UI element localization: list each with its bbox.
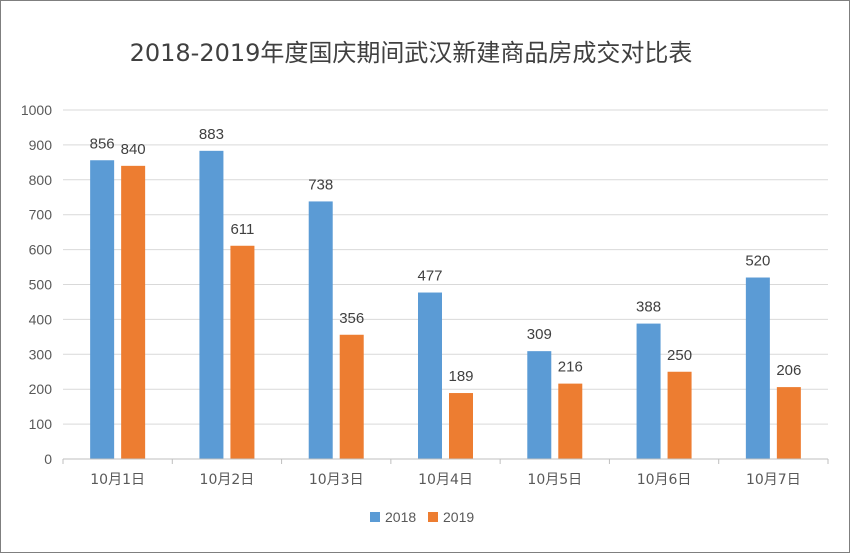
bar-2019 — [776, 387, 801, 459]
data-label: 883 — [199, 126, 224, 143]
y-tick-label: 800 — [29, 172, 53, 188]
legend-label: 2018 — [385, 509, 416, 525]
x-tick-label: 10月2日 — [200, 472, 255, 488]
x-tick-label: 10月4日 — [418, 472, 473, 488]
data-label: 520 — [745, 253, 770, 270]
bar-2019 — [558, 383, 583, 459]
bar-2018 — [90, 160, 115, 460]
data-label: 309 — [527, 326, 552, 343]
data-label: 388 — [636, 299, 661, 316]
y-tick-label: 700 — [29, 207, 53, 223]
legend-swatch-2018 — [370, 512, 380, 522]
y-tick-label: 0 — [44, 451, 52, 467]
legend-swatch-2019 — [428, 512, 438, 522]
y-tick-label: 300 — [29, 346, 53, 362]
data-label: 856 — [90, 135, 115, 152]
y-tick-label: 400 — [29, 311, 53, 327]
bars: 856 840 883 611 738 356 477 189 309 216 388 250 520 2… — [90, 126, 801, 460]
bar-2018 — [745, 277, 770, 459]
chart-title: 2018-2019年度国庆期间武汉新建商品房成交对比表 — [130, 39, 693, 67]
bar-2018 — [636, 323, 661, 459]
y-tick-label: 500 — [29, 277, 53, 293]
data-label: 356 — [339, 310, 364, 327]
y-tick-label: 200 — [29, 381, 53, 397]
data-label: 611 — [230, 221, 254, 238]
data-label: 216 — [558, 359, 583, 376]
x-tick-label: 10月7日 — [746, 472, 801, 488]
data-label: 840 — [121, 141, 146, 158]
y-tick-label: 600 — [29, 242, 53, 258]
x-tick-label: 10月6日 — [637, 472, 692, 488]
x-tick-label: 10月5日 — [527, 472, 582, 488]
y-tick-label: 100 — [29, 416, 53, 432]
y-tick-label: 900 — [29, 137, 53, 153]
data-label: 206 — [776, 362, 801, 379]
legend-label: 2019 — [443, 509, 474, 525]
bar-2018 — [308, 201, 333, 460]
bar-2019 — [449, 393, 473, 459]
data-label: 738 — [308, 176, 333, 193]
x-tick-label: 10月1日 — [90, 472, 145, 488]
bar-2018 — [418, 292, 442, 459]
bar-2019 — [667, 371, 692, 459]
data-label: 477 — [417, 268, 442, 285]
bar-2019 — [230, 245, 255, 459]
bar-2019 — [121, 165, 146, 459]
bar-2018 — [199, 150, 224, 459]
bar-2018 — [527, 351, 552, 459]
x-axis: 10月1日 10月2日 10月3日 10月4日 10月5日 10月6日 10月7日 — [62, 458, 829, 488]
data-label: 189 — [448, 368, 473, 385]
y-axis: 0 100 200 300 400 500 600 700 800 900 1000 — [21, 102, 52, 467]
x-tick-label: 10月3日 — [309, 472, 364, 488]
legend: 2018 2019 — [370, 509, 474, 525]
data-label: 250 — [667, 347, 692, 364]
bar-2019 — [339, 334, 364, 459]
y-tick-label: 1000 — [21, 102, 52, 118]
gridlines — [63, 109, 828, 425]
